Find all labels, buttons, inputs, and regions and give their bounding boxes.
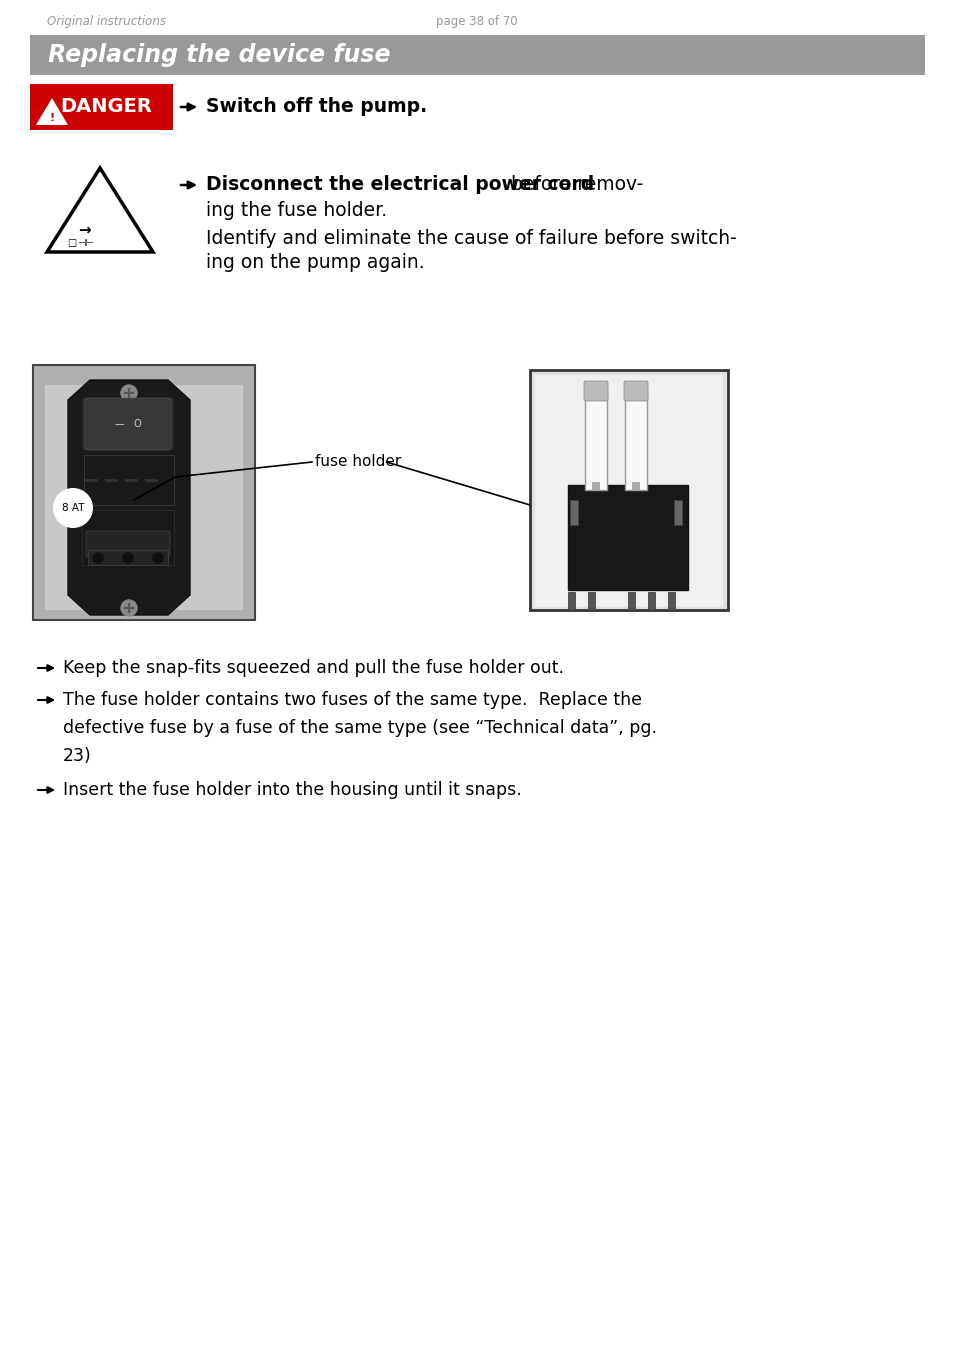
- Bar: [30, 84, 172, 130]
- Bar: [30, 35, 924, 76]
- Text: Keep the snap-fits squeezed and pull the fuse holder out.: Keep the snap-fits squeezed and pull the…: [63, 659, 563, 676]
- Text: →: →: [78, 223, 91, 238]
- Bar: [84, 455, 173, 505]
- Bar: [33, 364, 254, 620]
- Bar: [667, 593, 675, 610]
- Bar: [567, 593, 575, 610]
- Bar: [88, 549, 168, 566]
- Text: Replacing the device fuse: Replacing the device fuse: [48, 43, 390, 68]
- Text: ing the fuse holder.: ing the fuse holder.: [206, 201, 387, 220]
- Bar: [627, 593, 635, 610]
- Circle shape: [152, 554, 163, 563]
- Circle shape: [121, 385, 137, 401]
- Text: —   O: — O: [114, 418, 141, 429]
- Text: Disconnect the electrical power cord: Disconnect the electrical power cord: [206, 176, 594, 194]
- Circle shape: [121, 599, 137, 616]
- Bar: [530, 370, 727, 610]
- Polygon shape: [68, 379, 190, 616]
- Bar: [569, 500, 578, 525]
- Bar: [82, 398, 173, 450]
- Text: defective fuse by a fuse of the same type (see “Technical data”, pg.: defective fuse by a fuse of the same typ…: [63, 720, 657, 737]
- Text: Insert the fuse holder into the housing until it snaps.: Insert the fuse holder into the housing …: [63, 782, 521, 799]
- Text: ⊣⊢: ⊣⊢: [77, 238, 94, 248]
- Polygon shape: [36, 99, 68, 126]
- Text: 8 AT: 8 AT: [62, 504, 84, 513]
- FancyBboxPatch shape: [583, 381, 607, 401]
- Bar: [592, 482, 599, 490]
- Circle shape: [123, 554, 132, 563]
- Text: The fuse holder contains two fuses of the same type.  Replace the: The fuse holder contains two fuses of th…: [63, 691, 641, 709]
- Text: !: !: [50, 113, 54, 123]
- Bar: [535, 375, 722, 608]
- Polygon shape: [47, 167, 152, 252]
- Bar: [631, 482, 639, 490]
- Bar: [587, 593, 595, 610]
- FancyBboxPatch shape: [623, 381, 647, 401]
- Bar: [647, 593, 655, 610]
- Bar: [567, 485, 687, 590]
- Text: Identify and eliminate the cause of failure before switch-: Identify and eliminate the cause of fail…: [206, 228, 736, 247]
- Text: Original instructions: Original instructions: [47, 15, 166, 28]
- Bar: [45, 385, 243, 610]
- Text: fuse holder: fuse holder: [314, 455, 401, 470]
- Text: 23): 23): [63, 747, 91, 765]
- Bar: [624, 390, 646, 490]
- Circle shape: [53, 487, 92, 528]
- Text: □: □: [68, 238, 76, 248]
- Text: DANGER: DANGER: [60, 97, 152, 116]
- FancyBboxPatch shape: [85, 398, 171, 450]
- FancyBboxPatch shape: [86, 531, 170, 558]
- Bar: [673, 500, 681, 525]
- Text: before remov-: before remov-: [504, 176, 642, 194]
- Text: Switch off the pump.: Switch off the pump.: [206, 97, 427, 116]
- Bar: [584, 390, 606, 490]
- Bar: [82, 510, 173, 566]
- Text: page 38 of 70: page 38 of 70: [436, 15, 517, 28]
- Circle shape: [92, 554, 103, 563]
- Text: ing on the pump again.: ing on the pump again.: [206, 254, 424, 273]
